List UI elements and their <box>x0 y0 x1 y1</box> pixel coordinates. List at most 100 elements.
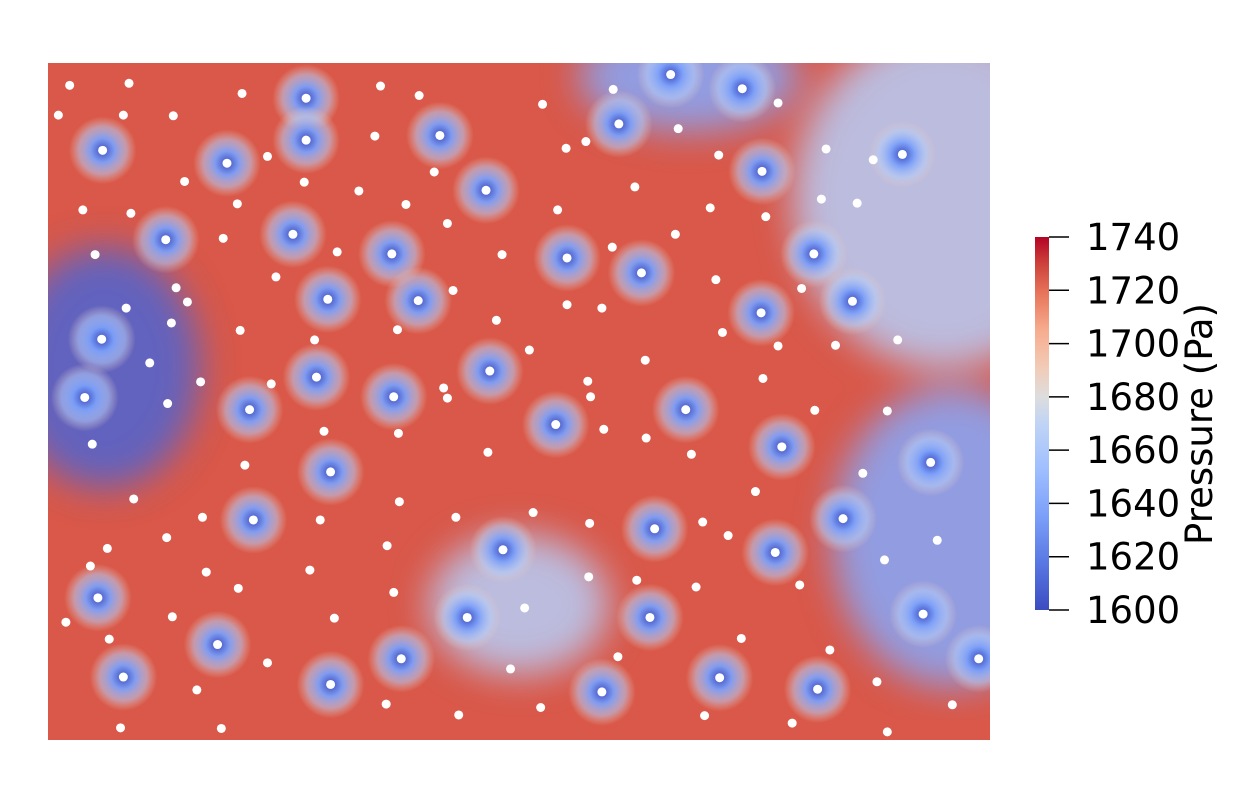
well-marker <box>524 345 534 355</box>
well-marker <box>974 654 984 664</box>
colorbar-tick-label: 1720 <box>1086 269 1180 312</box>
well-halo <box>944 624 990 693</box>
production-well <box>293 265 362 334</box>
well-marker <box>401 199 411 209</box>
well-marker <box>129 494 139 504</box>
well-marker <box>736 633 746 643</box>
well-marker <box>758 373 768 383</box>
well-marker <box>750 487 760 497</box>
colorbar-tick-label: 1600 <box>1086 589 1180 632</box>
well-marker <box>847 296 857 306</box>
well-marker <box>882 406 892 416</box>
well-marker <box>116 723 126 733</box>
production-well <box>192 129 261 198</box>
production-well <box>282 343 351 412</box>
well-marker <box>387 249 397 259</box>
colorbar-tick-label: 1620 <box>1086 536 1180 579</box>
well-marker <box>448 285 458 295</box>
colorbar-tick-label: 1660 <box>1086 429 1180 472</box>
colorbar-tick-label: 1680 <box>1086 376 1180 419</box>
well-marker <box>161 235 171 245</box>
production-well <box>615 583 684 652</box>
production-well <box>747 412 816 481</box>
production-well <box>272 106 341 175</box>
well-marker <box>816 194 826 204</box>
well-marker <box>80 392 90 402</box>
well-marker <box>61 617 71 627</box>
well-marker <box>414 90 424 100</box>
well-marker <box>613 652 623 662</box>
well-marker <box>813 684 823 694</box>
well-marker <box>520 603 530 613</box>
well-marker <box>583 376 593 386</box>
production-well <box>219 485 288 554</box>
well-marker <box>553 205 563 215</box>
production-well <box>636 63 705 109</box>
well-marker <box>311 372 321 382</box>
production-well <box>896 428 965 497</box>
well-marker <box>78 205 88 215</box>
well-marker <box>608 84 618 94</box>
production-well <box>783 655 852 724</box>
well-marker <box>673 124 683 134</box>
well-marker <box>770 547 780 557</box>
well-marker <box>581 137 591 147</box>
colorbar-gradient <box>1035 237 1049 610</box>
well-marker <box>714 150 724 160</box>
well-marker <box>65 80 75 90</box>
well-marker <box>506 664 516 674</box>
well-marker <box>756 308 766 318</box>
well-marker <box>376 81 386 91</box>
well-marker <box>607 242 617 252</box>
production-well <box>63 563 132 632</box>
well-marker <box>717 327 727 337</box>
well-marker <box>237 88 247 98</box>
well-marker <box>630 182 640 192</box>
well-marker <box>271 272 281 282</box>
production-well <box>68 116 137 185</box>
production-well <box>533 223 602 292</box>
well-marker <box>893 335 903 345</box>
well-marker <box>918 609 928 619</box>
production-well <box>215 375 284 444</box>
pressure-field <box>48 63 990 740</box>
well-marker <box>641 433 651 443</box>
production-well <box>359 362 428 431</box>
well-marker <box>145 358 155 368</box>
production-well <box>809 484 878 553</box>
production-well <box>779 219 848 288</box>
production-well <box>727 278 796 347</box>
colorbar-title: Pressure (Pa) <box>1178 303 1221 545</box>
production-well <box>455 337 524 406</box>
production-well <box>183 610 252 679</box>
well-marker <box>757 166 767 176</box>
well-marker <box>310 335 320 345</box>
well-marker <box>773 341 783 351</box>
production-well <box>433 583 502 652</box>
production-well <box>468 515 537 584</box>
well-marker <box>650 524 660 534</box>
well-marker <box>382 541 392 551</box>
production-well <box>296 650 365 719</box>
well-marker <box>305 565 315 575</box>
well-marker <box>926 457 936 467</box>
well-marker <box>326 679 336 689</box>
well-marker <box>810 405 820 415</box>
well-marker <box>797 283 807 293</box>
well-marker <box>599 424 609 434</box>
well-marker <box>614 119 624 129</box>
well-marker <box>947 700 957 710</box>
well-marker <box>201 567 211 577</box>
well-marker <box>196 377 206 387</box>
well-marker <box>686 449 696 459</box>
well-marker <box>562 253 572 263</box>
well-marker <box>882 727 892 737</box>
well-marker <box>104 634 114 644</box>
well-marker <box>262 151 272 161</box>
well-marker <box>319 426 329 436</box>
well-marker <box>389 392 399 402</box>
well-marker <box>597 303 607 313</box>
well-marker <box>723 531 733 541</box>
well-marker <box>442 393 452 403</box>
well-marker <box>645 612 655 622</box>
